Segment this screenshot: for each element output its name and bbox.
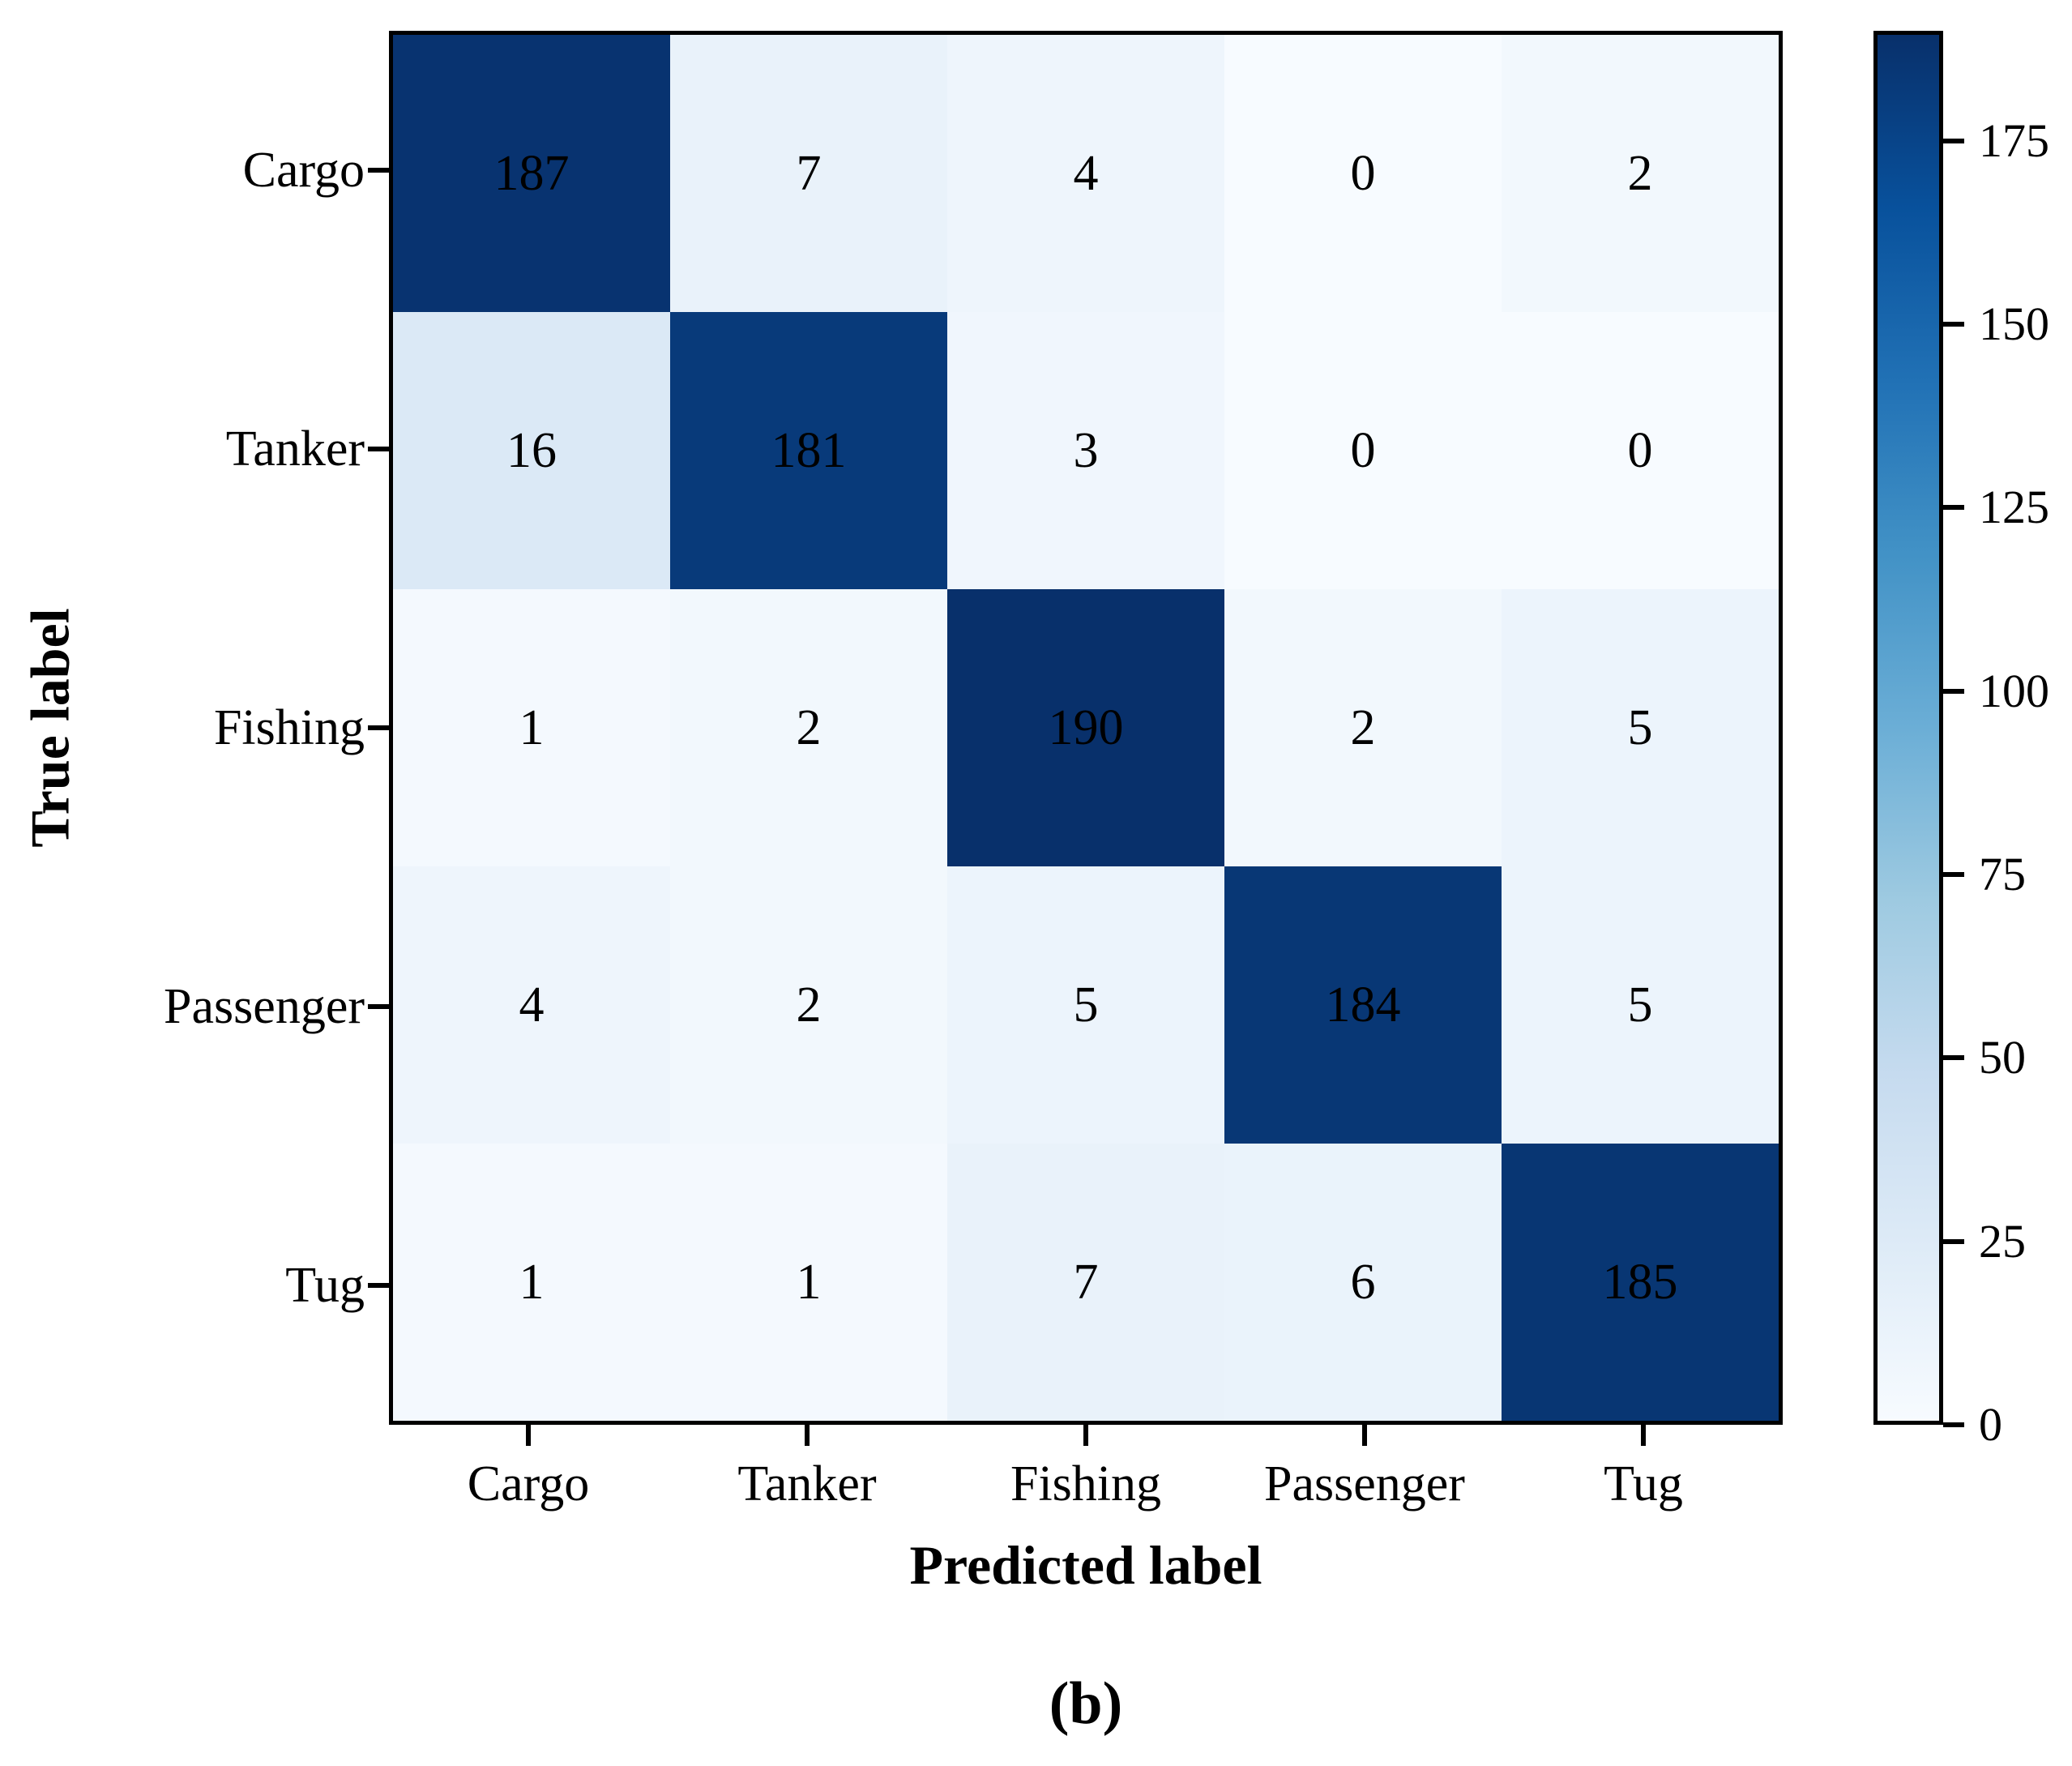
matrix-cell: 7: [670, 35, 947, 312]
colorbar-tick-label: 100: [1979, 664, 2049, 717]
tick-mark: [1943, 505, 1964, 511]
matrix-cell: 5: [947, 866, 1224, 1144]
x-tick-label: Fishing: [1010, 1456, 1162, 1512]
x-tick-label: Cargo: [467, 1456, 590, 1512]
colorbar-tick-label: 50: [1979, 1031, 2026, 1084]
tick-mark: [368, 1283, 389, 1288]
tick-mark: [1943, 688, 1964, 694]
matrix-cell: 190: [947, 589, 1224, 866]
matrix-cell: 0: [1502, 312, 1779, 589]
matrix-cell: 185: [1502, 1144, 1779, 1421]
y-tick-label: Tug: [285, 1258, 365, 1313]
tick-mark: [526, 1425, 531, 1446]
x-axis-title: Predicted label: [909, 1534, 1262, 1596]
x-tick-label: Tanker: [737, 1456, 877, 1512]
colorbar-tick-label: 0: [1979, 1398, 2002, 1451]
matrix-cell: 187: [393, 35, 670, 312]
matrix-cell: 181: [670, 312, 947, 589]
matrix-cell: 6: [1224, 1144, 1502, 1421]
matrix-cell: 1: [393, 1144, 670, 1421]
matrix-cell: 16: [393, 312, 670, 589]
matrix-cell: 7: [947, 1144, 1224, 1421]
matrix-cell: 4: [947, 35, 1224, 312]
matrix-cell: 5: [1502, 866, 1779, 1144]
y-tick-label: Passenger: [164, 979, 365, 1034]
tick-mark: [1943, 1055, 1964, 1061]
y-tick-label: Cargo: [242, 143, 365, 198]
tick-mark: [368, 1004, 389, 1009]
colorbar-tick-label: 150: [1979, 297, 2049, 351]
colorbar: [1873, 31, 1943, 1425]
tick-mark: [1943, 1422, 1964, 1427]
matrix-cell: 2: [1224, 589, 1502, 866]
matrix-cell: 0: [1224, 312, 1502, 589]
subfigure-caption: (b): [1049, 1670, 1123, 1737]
colorbar-tick-label: 125: [1979, 481, 2049, 534]
matrix-cell: 3: [947, 312, 1224, 589]
tick-mark: [1362, 1425, 1367, 1446]
tick-mark: [368, 168, 389, 173]
x-tick-label: Tug: [1604, 1456, 1683, 1512]
tick-mark: [1083, 1425, 1088, 1446]
tick-mark: [368, 725, 389, 730]
matrix-cell: 5: [1502, 589, 1779, 866]
x-tick-label: Passenger: [1264, 1456, 1465, 1512]
tick-mark: [1943, 138, 1964, 143]
tick-mark: [368, 447, 389, 451]
tick-mark: [1943, 1238, 1964, 1244]
matrix-cell: 2: [1502, 35, 1779, 312]
matrix-cell: 2: [670, 589, 947, 866]
heatmap-plot-area: 187 7 4 0 2 16 181 3 0 0 1 2 190 2 5 4 2 5 184 5 1 1 7 6 185: [389, 31, 1783, 1425]
matrix-cell: 2: [670, 866, 947, 1144]
tick-mark: [1641, 1425, 1646, 1446]
matrix-cell: 184: [1224, 866, 1502, 1144]
colorbar-tick-label: 75: [1979, 848, 2026, 901]
matrix-cell: 1: [393, 589, 670, 866]
y-tick-label: Tanker: [225, 421, 365, 477]
colorbar-tick-label: 25: [1979, 1214, 2026, 1268]
y-tick-label: Fishing: [213, 700, 365, 755]
matrix-cell: 0: [1224, 35, 1502, 312]
matrix-cell: 1: [670, 1144, 947, 1421]
colorbar-tick-label: 175: [1979, 113, 2049, 167]
matrix-cell: 4: [393, 866, 670, 1144]
tick-mark: [1943, 872, 1964, 878]
tick-mark: [1943, 322, 1964, 327]
tick-mark: [805, 1425, 810, 1446]
